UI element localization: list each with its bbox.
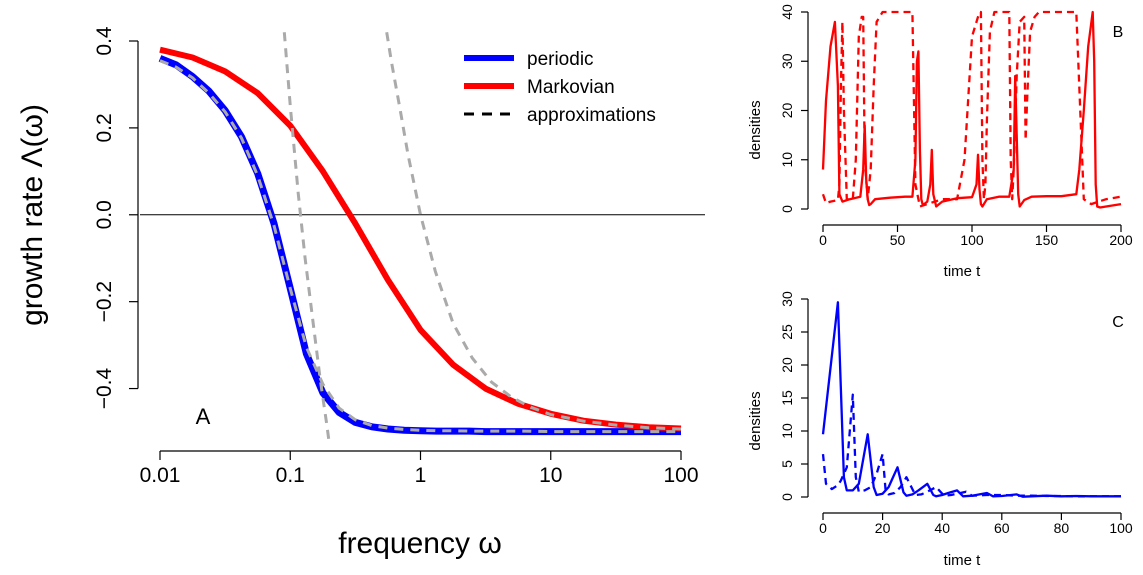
panel-label-b: B: [1113, 24, 1124, 41]
x-tick-label: 200: [1109, 232, 1133, 248]
x-tick-label: 0: [819, 520, 827, 536]
x-tick-label: 100: [663, 464, 698, 487]
y-tick-label: −0.4: [93, 368, 116, 410]
y-tick-label: 30: [779, 53, 795, 69]
y-axis-title: densities: [747, 100, 764, 159]
legend-label-3: approximations: [527, 105, 656, 126]
panel-c: 0 20 40 60 80 100 0 5 10 15 20 25 30 time t densities: [747, 291, 1133, 569]
x-tick-label: 0.1: [276, 464, 305, 487]
y-tick-label: 0: [779, 205, 795, 213]
x-tick-label: 50: [890, 232, 906, 248]
legend-label-1: periodic: [527, 49, 594, 70]
x-tick-label: 0: [819, 232, 827, 248]
series-line-1: [821, 301, 1121, 498]
x-axis-title: time t: [944, 263, 982, 280]
x-tick-label: 40: [934, 520, 950, 536]
y-tick-label: 0.2: [93, 113, 116, 142]
x-axis-title: frequency ω: [338, 527, 502, 560]
x-tick-label: 100: [1109, 520, 1133, 536]
series-line-4: [282, 32, 331, 446]
panel-label-c: C: [1112, 314, 1124, 331]
y-tick-label: 0.4: [93, 26, 116, 56]
x-tick-label: 1: [415, 464, 427, 487]
y-tick-label: 30: [779, 291, 795, 307]
y-tick-label: 25: [779, 324, 795, 340]
x-tick-label: 100: [960, 232, 984, 248]
series-line-5: [385, 32, 682, 431]
x-tick-label: 60: [994, 520, 1010, 536]
y-tick-label: 40: [779, 4, 795, 20]
panel-a: 0.01 0.1 1 10 100 −0.4 −0.2 0.0 0.2 0.4 frequency …: [16, 26, 705, 560]
panel-label-a: A: [196, 404, 211, 429]
y-tick-label: 20: [779, 357, 795, 373]
legend-label-2: Markovian: [527, 77, 615, 98]
series-line-2: [821, 393, 1121, 498]
panel-b: 0 50 100 150 200 0 10 20 30 40 time t densities: [747, 4, 1133, 280]
x-axis-title: time t: [944, 552, 982, 569]
y-axis-title: densities: [747, 391, 764, 450]
y-tick-label: 0: [779, 493, 795, 501]
series-line-2: [821, 10, 1122, 208]
series-line-3: [159, 59, 681, 434]
y-tick-label: 15: [779, 390, 795, 406]
x-tick-label: 150: [1035, 232, 1059, 248]
x-tick-label: 0.01: [140, 464, 181, 487]
x-tick-label: 80: [1054, 520, 1070, 536]
y-tick-label: 20: [779, 103, 795, 119]
x-tick-label: 20: [875, 520, 891, 536]
y-tick-label: 10: [779, 423, 795, 439]
y-tick-label: −0.2: [93, 281, 116, 322]
y-tick-label: 0.0: [93, 200, 116, 229]
x-tick-label: 10: [539, 464, 562, 487]
y-axis-title: growth rate Λ(ω): [16, 104, 49, 326]
y-tick-label: 5: [779, 460, 795, 468]
y-tick-label: 10: [779, 152, 795, 168]
